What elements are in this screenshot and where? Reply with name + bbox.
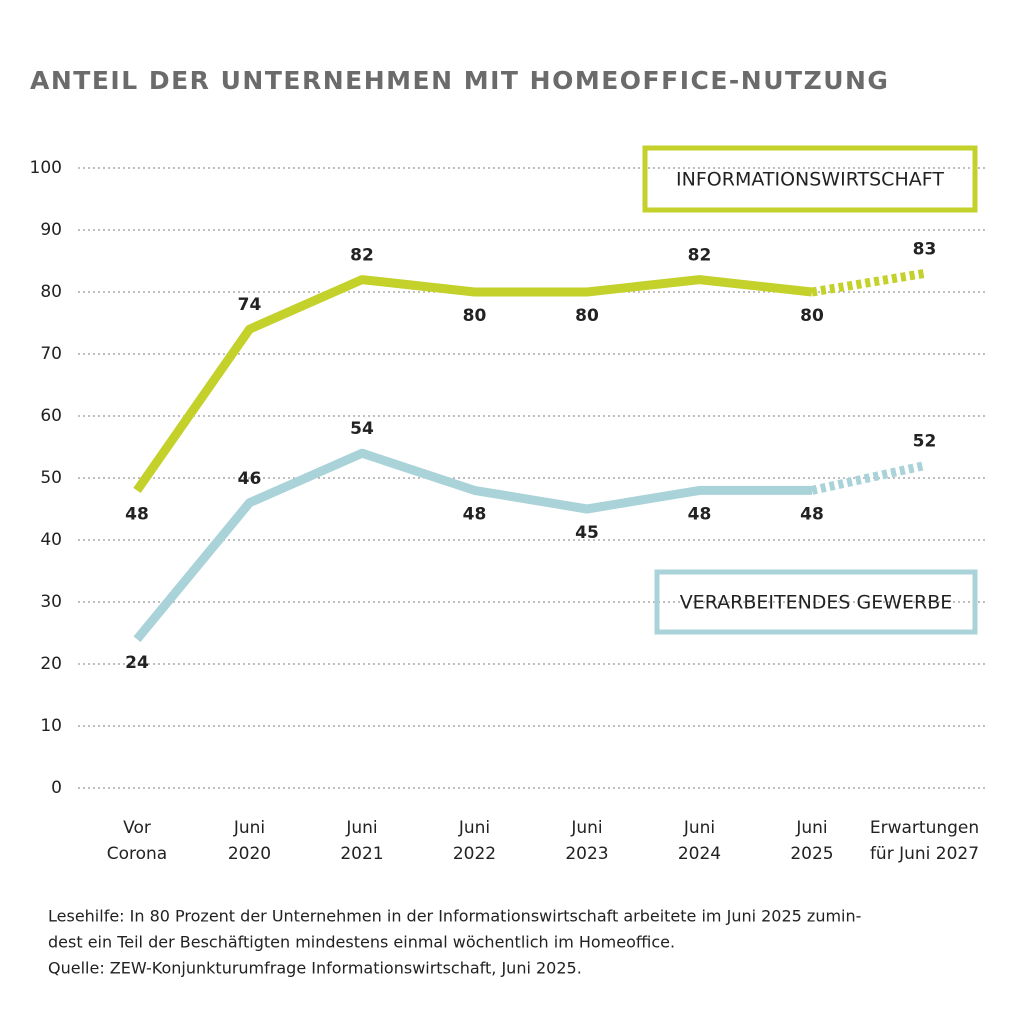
x-tick-label: Erwartungen: [870, 818, 979, 838]
y-tick-label: 80: [40, 282, 62, 302]
legend-label: INFORMATIONSWIRTSCHAFT: [676, 169, 944, 191]
x-tick-label: 2023: [565, 844, 608, 864]
x-tick-label: Juni: [345, 818, 377, 838]
value-label: 45: [575, 523, 599, 543]
x-tick-label: Juni: [233, 818, 265, 838]
x-tick-label: Juni: [570, 818, 602, 838]
note: Lesehilfe: In 80 Prozent der Unternehmen…: [48, 907, 861, 926]
value-label: 80: [463, 306, 487, 326]
value-label: 48: [125, 504, 149, 524]
x-tick-label: Corona: [107, 844, 167, 864]
x-tick-label: 2025: [790, 844, 833, 864]
x-tick-label: Juni: [683, 818, 715, 838]
value-label: 54: [350, 419, 374, 439]
series-line: [133, 275, 813, 493]
legend-label: VERARBEITENDES GEWERBE: [680, 592, 953, 614]
series-line: [133, 448, 812, 643]
y-tick-label: 50: [40, 468, 62, 488]
x-tick-label: Juni: [795, 818, 827, 838]
y-tick-label: 20: [40, 654, 62, 674]
value-label: 48: [463, 504, 487, 524]
y-tick-label: 10: [40, 716, 62, 736]
forecast-line: [811, 268, 926, 297]
y-tick-label: 30: [40, 592, 62, 612]
value-label: 80: [575, 306, 599, 326]
x-tick-label: Juni: [458, 818, 490, 838]
y-tick-label: 40: [40, 530, 62, 550]
value-label: 24: [125, 653, 149, 673]
value-label: 46: [238, 469, 262, 489]
value-label: 74: [238, 295, 262, 315]
value-label: 48: [688, 504, 712, 524]
legend-box: [654, 569, 978, 635]
x-tick-label: 2020: [228, 844, 271, 864]
value-label: 82: [350, 246, 374, 266]
x-tick-label: für Juni 2027: [870, 844, 979, 864]
y-tick-label: 90: [40, 220, 62, 240]
y-tick-label: 0: [51, 778, 62, 798]
legend-box: [642, 145, 978, 213]
note: dest ein Teil der Beschäftigten mindeste…: [48, 933, 675, 952]
x-tick-label: Vor: [123, 818, 151, 838]
value-label: 83: [913, 239, 937, 259]
chart-title: ANTEIL DER UNTERNEHMEN MIT HOMEOFFICE-NU…: [30, 66, 889, 95]
value-label: 52: [913, 432, 937, 452]
value-label: 82: [688, 246, 712, 266]
value-label: 48: [800, 504, 824, 524]
forecast-line: [811, 461, 926, 495]
y-tick-label: 60: [40, 406, 62, 426]
note: Quelle: ZEW-Konjunkturumfrage Informatio…: [48, 959, 582, 978]
x-tick-label: 2021: [340, 844, 383, 864]
y-tick-label: 70: [40, 344, 62, 364]
x-tick-label: 2022: [453, 844, 496, 864]
y-tick-label: 100: [30, 158, 62, 178]
x-tick-label: 2024: [678, 844, 721, 864]
value-label: 80: [800, 306, 824, 326]
